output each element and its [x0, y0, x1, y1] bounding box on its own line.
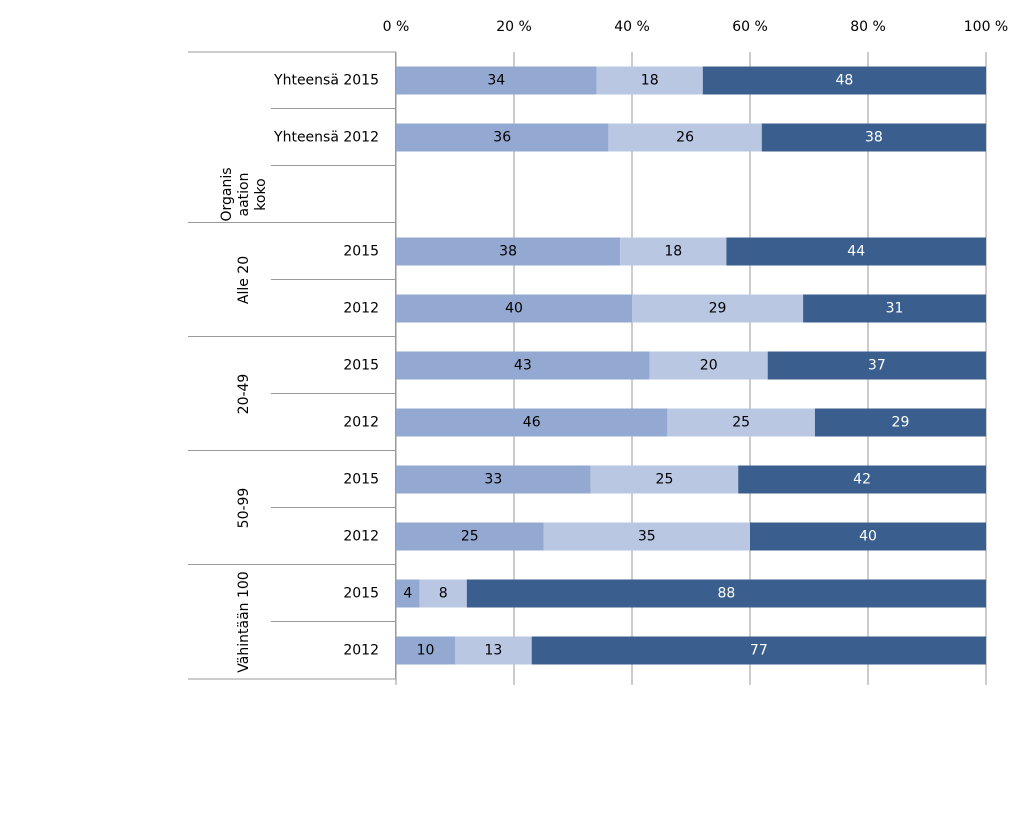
- bar-segment: [396, 636, 455, 665]
- data-label: 42: [853, 472, 871, 488]
- bar-segment: [649, 351, 768, 380]
- bar-segment: [620, 237, 727, 266]
- data-label: 18: [641, 73, 659, 89]
- bar-segment: [419, 579, 467, 608]
- category-label: 2012: [343, 415, 379, 431]
- bar-segment: [531, 636, 986, 665]
- data-label: 4: [403, 586, 412, 602]
- group-label: koko: [253, 178, 269, 210]
- group-label: 50-99: [236, 488, 252, 529]
- bar-segment: [608, 123, 762, 152]
- group-label: aation: [236, 173, 252, 217]
- data-label: 46: [523, 415, 541, 431]
- data-label: 43: [514, 358, 532, 374]
- data-label: 8: [439, 586, 448, 602]
- bar-segment: [396, 351, 650, 380]
- category-label: 2012: [343, 529, 379, 545]
- data-label: 34: [487, 73, 505, 89]
- data-label: 29: [709, 301, 727, 317]
- data-label: 38: [499, 244, 517, 260]
- bar-segment: [455, 636, 532, 665]
- bar-segment: [543, 522, 750, 551]
- group-label: Vähintään 100: [236, 571, 252, 672]
- x-tick-label: 20 %: [496, 19, 532, 35]
- category-label: 2012: [343, 301, 379, 317]
- bar-segment: [667, 408, 815, 437]
- bar-segment: [767, 351, 986, 380]
- bar-segment: [702, 66, 986, 95]
- bar-segment: [750, 522, 986, 551]
- data-label: 31: [886, 301, 904, 317]
- data-label: 25: [732, 415, 750, 431]
- category-label: 2015: [343, 472, 379, 488]
- bar-segment: [396, 579, 420, 608]
- bar-segment: [726, 237, 986, 266]
- bar-segment: [396, 522, 544, 551]
- data-label: 33: [484, 472, 502, 488]
- data-label: 36: [493, 130, 511, 146]
- data-label: 38: [865, 130, 883, 146]
- data-label: 37: [868, 358, 886, 374]
- data-label: 77: [750, 643, 768, 659]
- category-label: 2015: [343, 586, 379, 602]
- x-tick-label: 40 %: [614, 19, 650, 35]
- category-label: 2015: [343, 358, 379, 374]
- category-label: 2012: [343, 643, 379, 659]
- data-label: 35: [638, 529, 656, 545]
- bar-segment: [396, 66, 597, 95]
- bar-segment: [396, 465, 591, 494]
- data-label: 29: [892, 415, 910, 431]
- data-label: 10: [417, 643, 435, 659]
- x-tick-label: 100 %: [964, 19, 1008, 35]
- data-label: 20: [700, 358, 718, 374]
- data-label: 25: [461, 529, 479, 545]
- bar-segment: [596, 66, 703, 95]
- x-tick-label: 0 %: [383, 19, 410, 35]
- x-tick-label: 60 %: [732, 19, 768, 35]
- bar-segment: [738, 465, 986, 494]
- data-label: 18: [664, 244, 682, 260]
- bar-segment: [590, 465, 739, 494]
- data-label: 48: [835, 73, 853, 89]
- bar-segment: [396, 237, 621, 266]
- x-tick-label: 80 %: [850, 19, 886, 35]
- bar-segment: [396, 123, 609, 152]
- bar-segment: [396, 408, 668, 437]
- group-label: Alle 20: [236, 256, 252, 304]
- bar-segment: [466, 579, 986, 608]
- bar-segment: [814, 408, 986, 437]
- data-label: 25: [656, 472, 674, 488]
- group-label: Organis: [219, 167, 235, 221]
- bar-segment: [632, 294, 804, 323]
- data-label: 44: [847, 244, 865, 260]
- category-label: Yhteensä 2015: [273, 73, 379, 89]
- data-label: 40: [859, 529, 877, 545]
- group-label: 20-49: [236, 374, 252, 415]
- category-label: 2015: [343, 244, 379, 260]
- data-label: 26: [676, 130, 694, 146]
- data-label: 88: [717, 586, 735, 602]
- data-label: 13: [484, 643, 502, 659]
- bar-segment: [803, 294, 986, 323]
- category-label: Yhteensä 2012: [273, 130, 379, 146]
- bar-segment: [396, 294, 632, 323]
- data-label: 40: [505, 301, 523, 317]
- bar-segment: [761, 123, 986, 152]
